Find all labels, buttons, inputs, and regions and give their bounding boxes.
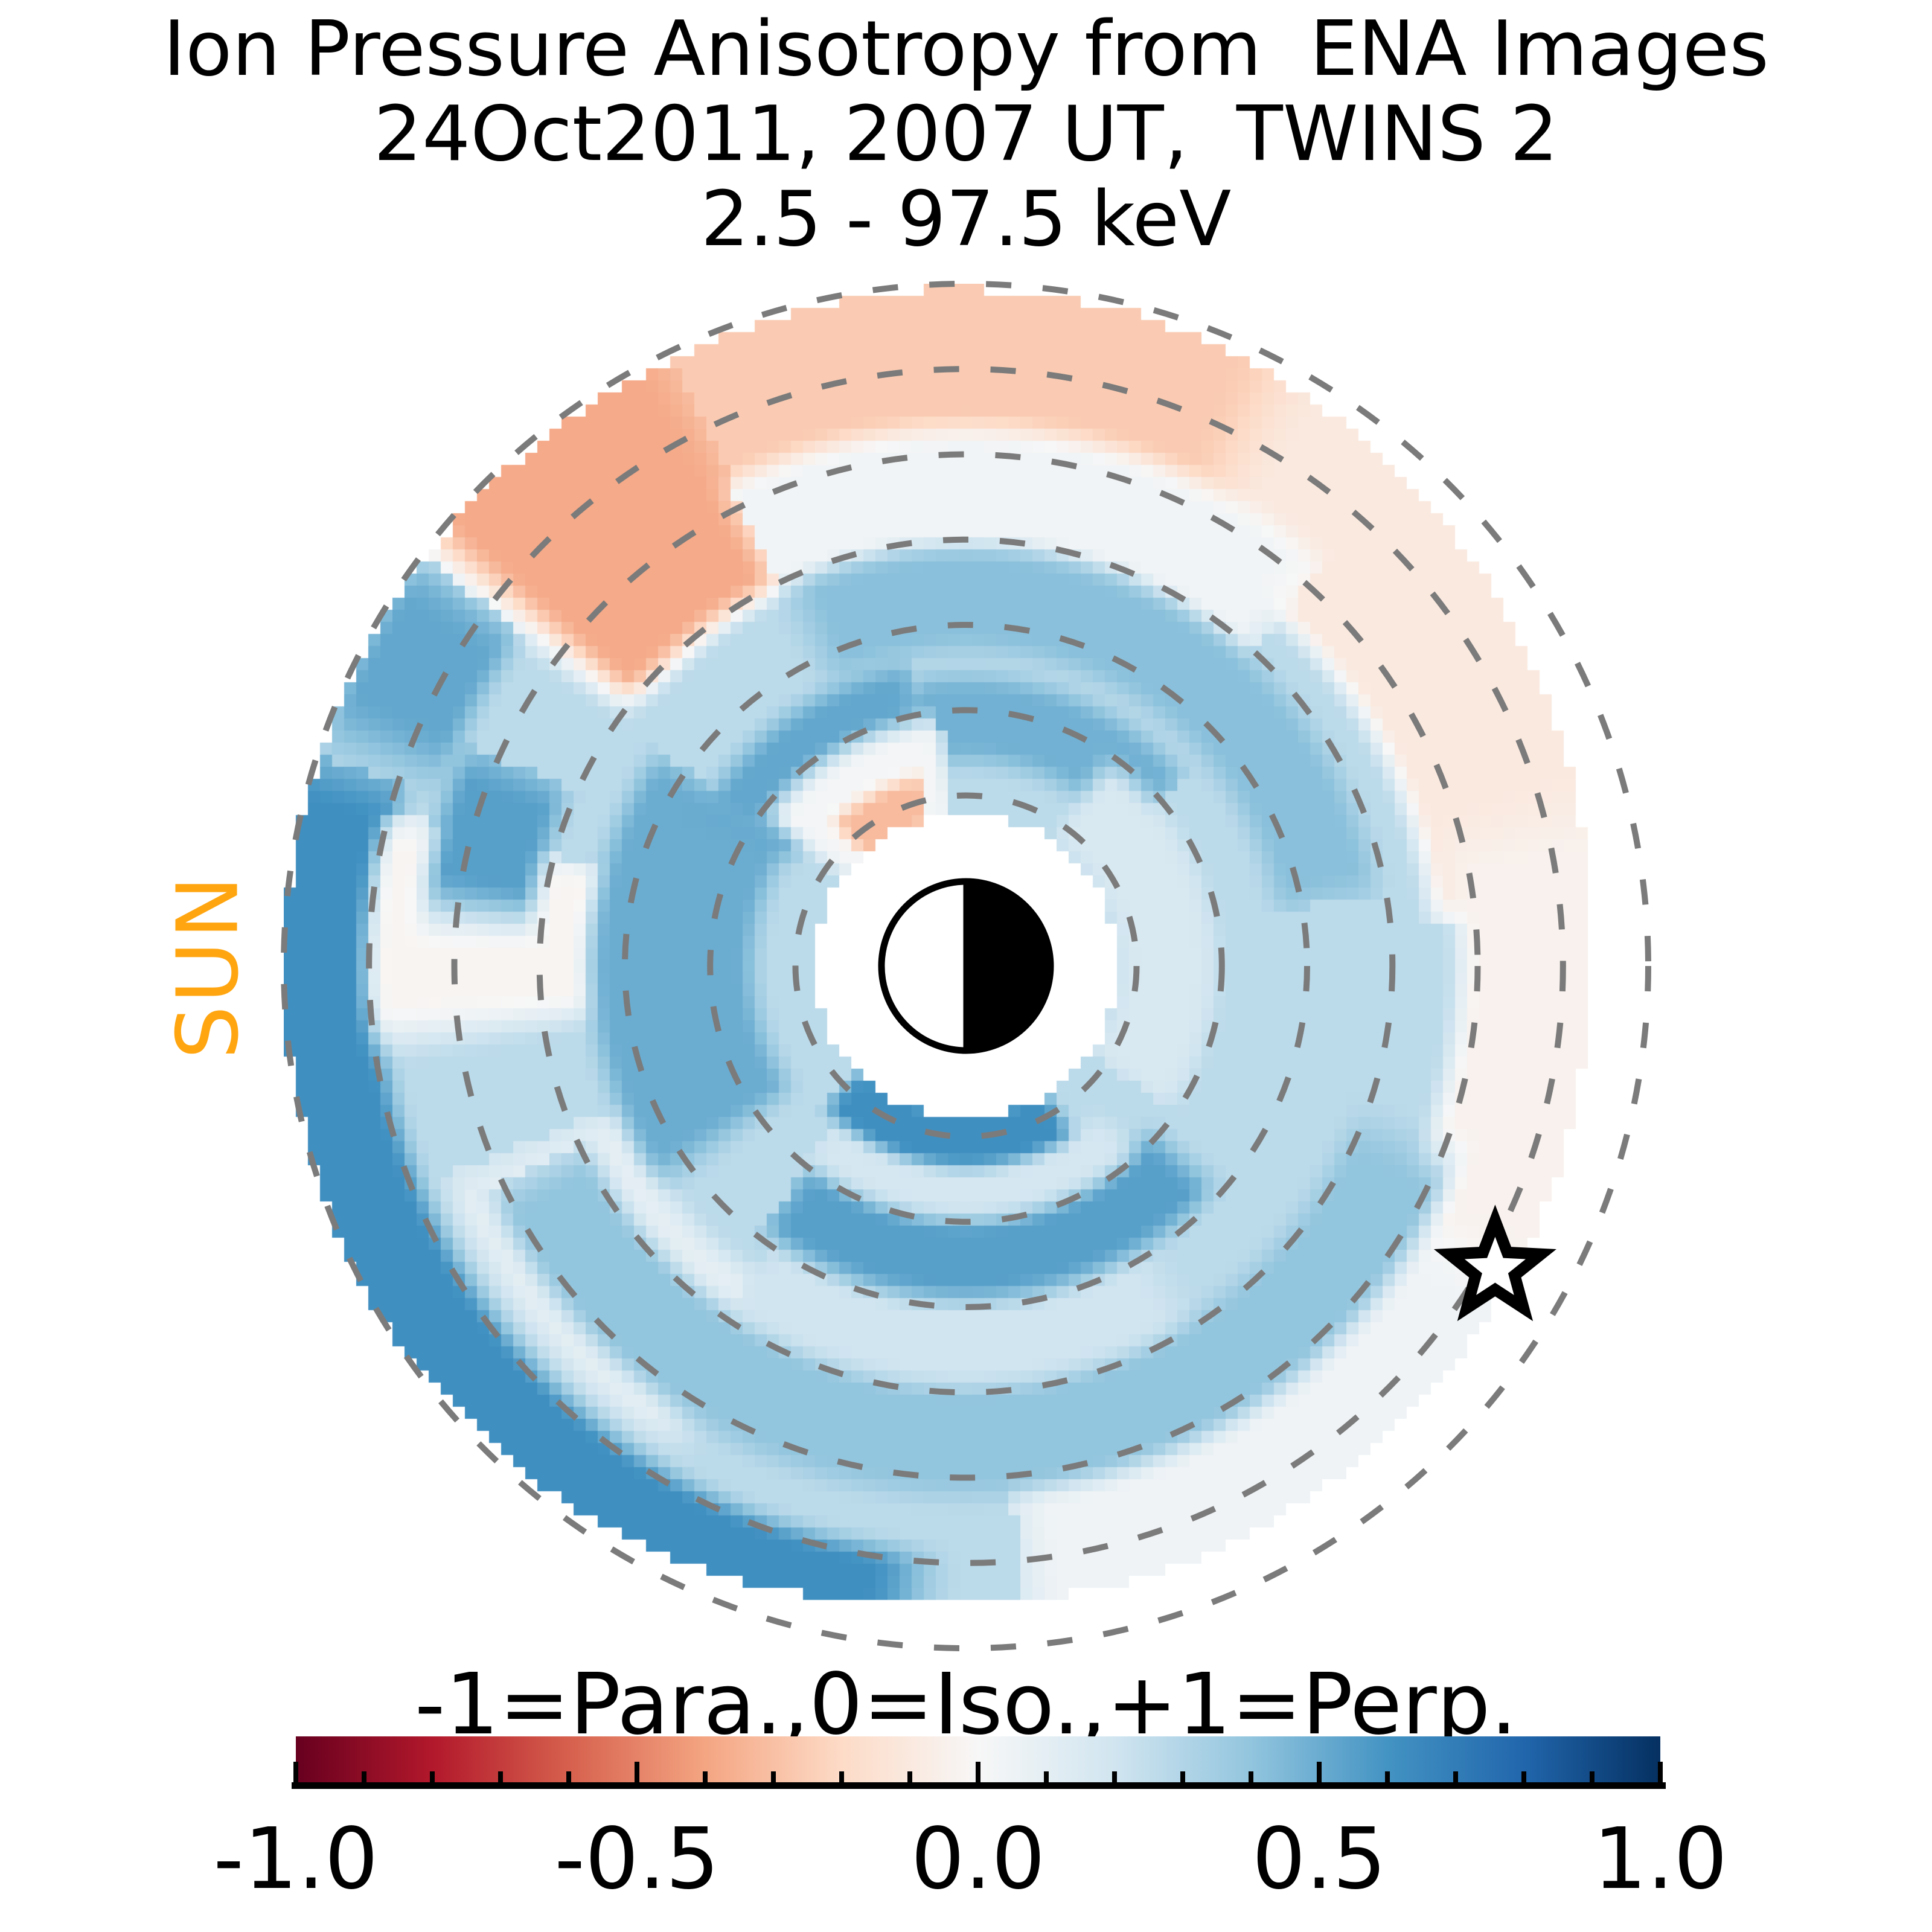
- grid-ring-4re: [622, 622, 1310, 1310]
- title-line-3: 2.5 - 97.5 keV: [700, 174, 1232, 263]
- grid-ring-7re: [366, 366, 1566, 1566]
- colorbar-major-tick: [1658, 1762, 1663, 1782]
- colorbar-minor-tick: [1590, 1771, 1595, 1782]
- colorbar-tick-label: -0.5: [554, 1810, 720, 1908]
- colorbar-minor-tick: [907, 1771, 912, 1782]
- colorbar-minor-tick: [1521, 1771, 1526, 1782]
- map-overlay-layer: [281, 281, 1651, 1651]
- colorbar-minor-tick: [839, 1771, 844, 1782]
- colorbar-minor-tick: [771, 1771, 776, 1782]
- grid-ring-8re: [281, 281, 1651, 1651]
- grid-rings-layer: [281, 281, 1651, 1651]
- sun-direction-label: SUN: [106, 863, 311, 1069]
- colorbar-tick-label: -1.0: [213, 1810, 379, 1908]
- colorbar-major-tick: [293, 1762, 298, 1782]
- colorbar-major-tick: [635, 1762, 639, 1782]
- colorbar-minor-tick: [703, 1771, 708, 1782]
- colorbar-major-tick: [1317, 1762, 1322, 1782]
- grid-ring-3re: [707, 707, 1225, 1225]
- colorbar-axis-line: [292, 1782, 1666, 1789]
- colorbar-minor-tick: [1453, 1771, 1458, 1782]
- colorbar-minor-tick: [1044, 1771, 1049, 1782]
- colorbar-minor-tick: [362, 1771, 366, 1782]
- colorbar-minor-tick: [1112, 1771, 1117, 1782]
- star-marker: [1433, 1204, 1556, 1322]
- colorbar-minor-tick: [1180, 1771, 1185, 1782]
- colorbar-minor-tick: [498, 1771, 503, 1782]
- colorbar-major-tick: [976, 1762, 980, 1782]
- colorbar-minor-tick: [1249, 1771, 1253, 1782]
- star-icon: [1433, 1204, 1556, 1322]
- colorbar-tick-label: 0.5: [1252, 1810, 1387, 1908]
- colorbar-minor-tick: [566, 1771, 571, 1782]
- grid-ring-6re: [451, 451, 1481, 1481]
- colorbar-minor-tick: [430, 1771, 435, 1782]
- title: Ion Pressure Anisotropy from ENA Images …: [0, 6, 1932, 261]
- grid-ring-5re: [536, 536, 1396, 1396]
- grid-ring-2re: [792, 792, 1140, 1140]
- earth-icon: [878, 878, 1054, 1054]
- colorbar-tick-label: 0.0: [910, 1810, 1046, 1908]
- colorbar-tick-label: 1.0: [1593, 1810, 1728, 1908]
- title-line-2: 24Oct2011, 2007 UT, TWINS 2: [373, 89, 1559, 178]
- title-line-1: Ion Pressure Anisotropy from ENA Images: [163, 4, 1769, 93]
- colorbar-minor-tick: [1385, 1771, 1390, 1782]
- sun-label-text: SUN: [159, 872, 258, 1060]
